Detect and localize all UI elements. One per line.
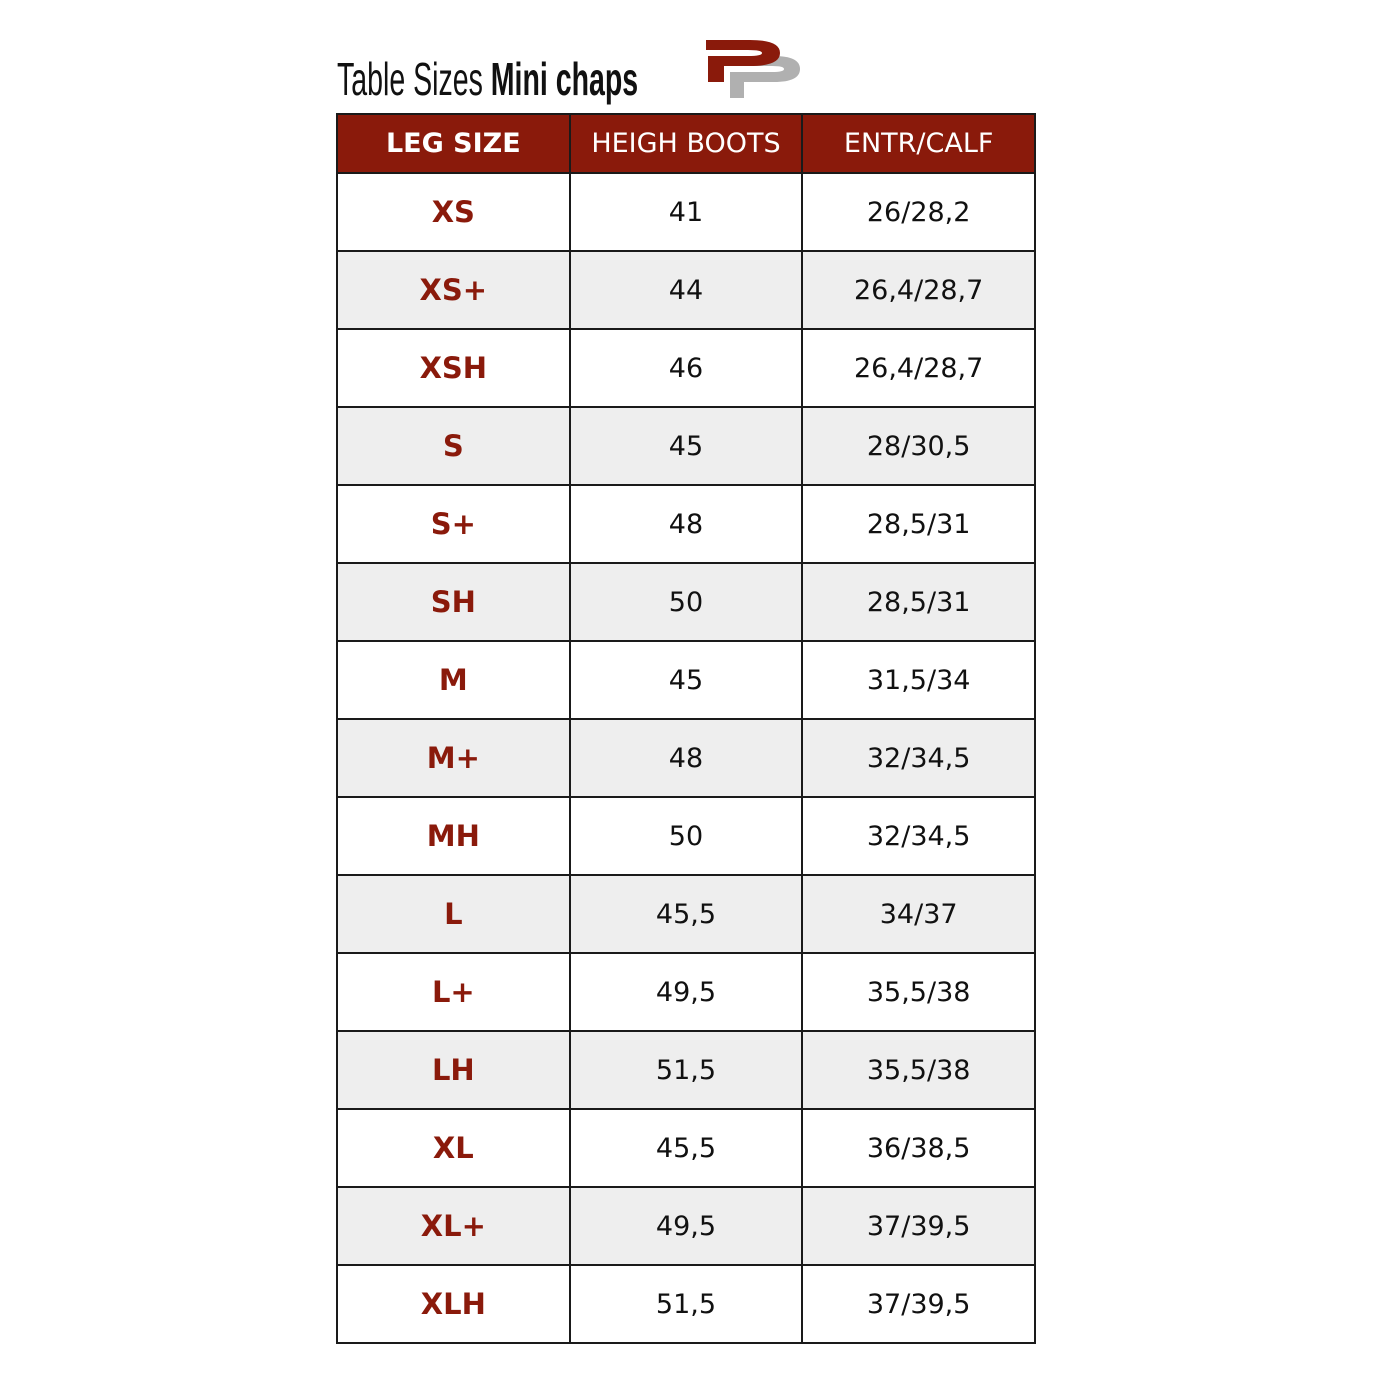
cell-entr-calf: 31,5/34 [801, 640, 1036, 720]
cell-entr-calf: 37/39,5 [801, 1264, 1036, 1344]
cell-leg-size: XS+ [336, 250, 571, 330]
cell-entr-calf: 26,4/28,7 [801, 328, 1036, 408]
cell-leg-size: M+ [336, 718, 571, 798]
table-row: M+ 48 32/34,5 [336, 718, 1036, 798]
cell-entr-calf: 26,4/28,7 [801, 250, 1036, 330]
cell-leg-size: XL [336, 1108, 571, 1188]
table-row: S 45 28/30,5 [336, 406, 1036, 486]
cell-entr-calf: 28/30,5 [801, 406, 1036, 486]
cell-heigh-boots: 45 [568, 640, 804, 720]
cell-heigh-boots: 48 [568, 484, 804, 564]
cell-leg-size: SH [336, 562, 571, 642]
size-table: LEG SIZE HEIGH BOOTS ENTR/CALF XS 41 26/28… [336, 113, 1036, 1344]
cell-heigh-boots: 48 [568, 718, 804, 798]
table-row: MH 50 32/34,5 [336, 796, 1036, 876]
table-row: XL 45,5 36/38,5 [336, 1108, 1036, 1188]
cell-heigh-boots: 51,5 [568, 1264, 804, 1344]
cell-entr-calf: 28,5/31 [801, 562, 1036, 642]
cell-heigh-boots: 51,5 [568, 1030, 804, 1110]
cell-leg-size: XL+ [336, 1186, 571, 1266]
table-row: L 45,5 34/37 [336, 874, 1036, 954]
table-row: XS 41 26/28,2 [336, 172, 1036, 252]
cell-entr-calf: 28,5/31 [801, 484, 1036, 564]
title-bold: Mini chaps [490, 53, 639, 105]
table-row: SH 50 28,5/31 [336, 562, 1036, 642]
table-header-row: LEG SIZE HEIGH BOOTS ENTR/CALF [336, 113, 1036, 174]
cell-leg-size: MH [336, 796, 571, 876]
table-row: S+ 48 28,5/31 [336, 484, 1036, 564]
cell-leg-size: S+ [336, 484, 571, 564]
cell-entr-calf: 26/28,2 [801, 172, 1036, 252]
cell-heigh-boots: 45,5 [568, 874, 804, 954]
table-row: XLH 51,5 37/39,5 [336, 1264, 1036, 1344]
brand-logo [706, 40, 800, 98]
header-leg-size: LEG SIZE [336, 113, 571, 174]
cell-heigh-boots: 49,5 [568, 952, 804, 1032]
cell-heigh-boots: 45 [568, 406, 804, 486]
cell-entr-calf: 32/34,5 [801, 718, 1036, 798]
header-heigh-boots: HEIGH BOOTS [568, 113, 804, 174]
table-row: XS+ 44 26,4/28,7 [336, 250, 1036, 330]
cell-entr-calf: 35,5/38 [801, 1030, 1036, 1110]
cell-entr-calf: 34/37 [801, 874, 1036, 954]
cell-heigh-boots: 49,5 [568, 1186, 804, 1266]
title-regular: Table Sizes [337, 53, 483, 105]
table-row: M 45 31,5/34 [336, 640, 1036, 720]
cell-heigh-boots: 46 [568, 328, 804, 408]
cell-leg-size: LH [336, 1030, 571, 1110]
cell-heigh-boots: 50 [568, 796, 804, 876]
table-row: XSH 46 26,4/28,7 [336, 328, 1036, 408]
cell-entr-calf: 36/38,5 [801, 1108, 1036, 1188]
cell-entr-calf: 35,5/38 [801, 952, 1036, 1032]
cell-leg-size: L [336, 874, 571, 954]
cell-leg-size: S [336, 406, 571, 486]
cell-heigh-boots: 44 [568, 250, 804, 330]
cell-heigh-boots: 41 [568, 172, 804, 252]
page-title: Table Sizes Mini chaps [337, 52, 638, 106]
cell-leg-size: XLH [336, 1264, 571, 1344]
cell-entr-calf: 37/39,5 [801, 1186, 1036, 1266]
table-row: LH 51,5 35,5/38 [336, 1030, 1036, 1110]
cell-entr-calf: 32/34,5 [801, 796, 1036, 876]
cell-heigh-boots: 45,5 [568, 1108, 804, 1188]
cell-leg-size: L+ [336, 952, 571, 1032]
cell-heigh-boots: 50 [568, 562, 804, 642]
table-row: XL+ 49,5 37/39,5 [336, 1186, 1036, 1266]
cell-leg-size: M [336, 640, 571, 720]
table-row: L+ 49,5 35,5/38 [336, 952, 1036, 1032]
header-entr-calf: ENTR/CALF [801, 113, 1036, 174]
cell-leg-size: XSH [336, 328, 571, 408]
cell-leg-size: XS [336, 172, 571, 252]
